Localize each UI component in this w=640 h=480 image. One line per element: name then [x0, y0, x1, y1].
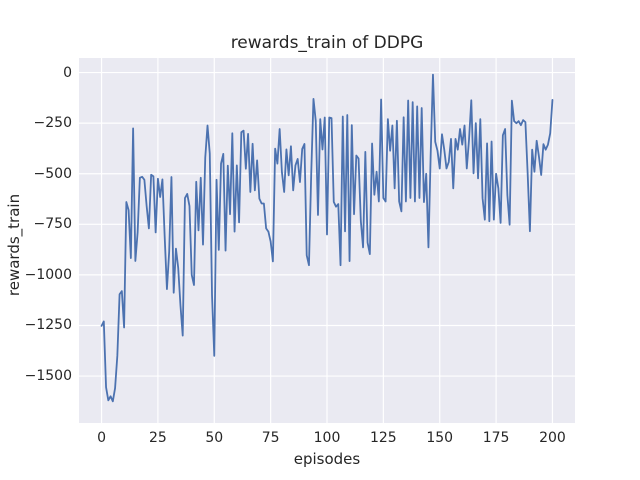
x-axis-label: episodes: [293, 450, 361, 468]
x-tick-label: 0: [97, 430, 106, 446]
x-tick-label: 200: [539, 430, 566, 446]
x-tick-label: 125: [369, 430, 397, 446]
plot-area: [79, 58, 575, 423]
y-tick-label: −1000: [24, 266, 72, 283]
y-tick-label: −250: [33, 115, 72, 132]
chart-canvas: [79, 58, 575, 423]
chart-title: rewards_train of DDPG: [230, 33, 424, 53]
x-tick-label: 175: [482, 430, 510, 446]
x-tick-label: 150: [426, 430, 454, 446]
x-tick-label: 25: [148, 430, 167, 446]
x-tick-label: 50: [205, 430, 224, 446]
x-tick-label: 100: [313, 430, 341, 446]
y-tick-label: −500: [33, 165, 72, 182]
y-tick-label: −750: [33, 216, 72, 233]
y-tick-label: −1250: [24, 317, 72, 334]
y-tick-label: −1500: [24, 368, 72, 385]
y-axis-label: rewards_train: [5, 193, 23, 297]
rewards-train-line: [100, 73, 554, 403]
x-tick-label: 75: [261, 430, 280, 446]
y-tick-label: 0: [63, 64, 72, 81]
